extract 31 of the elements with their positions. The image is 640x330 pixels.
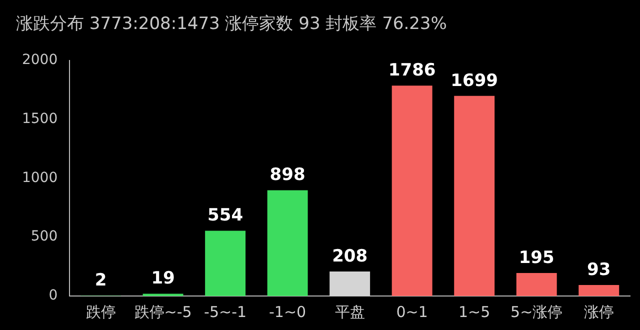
data-label: 19 (151, 268, 175, 289)
x-tick-label: 5~涨停 (510, 302, 563, 321)
y-tick-label: 1500 (22, 110, 58, 127)
y-tick-label: 500 (30, 228, 58, 245)
x-tick-label: 1~5 (458, 302, 490, 321)
x-tick-label: -5~-1 (204, 302, 247, 321)
y-tick-label: 2000 (22, 52, 58, 68)
bar (205, 230, 246, 296)
bar (454, 96, 495, 296)
y-tick-label: 0 (48, 288, 58, 304)
data-label: 1786 (388, 60, 436, 81)
bar (578, 285, 620, 296)
x-tick-label: 0~1 (396, 302, 428, 321)
data-label: 93 (587, 260, 611, 280)
x-tick-label: 跌停 (86, 302, 116, 321)
x-tick-label: -1~0 (269, 302, 306, 321)
bar (330, 272, 370, 296)
x-tick-label: 跌停~-5 (134, 302, 192, 321)
data-label: 208 (332, 246, 368, 266)
bar (392, 86, 432, 296)
bar (267, 190, 308, 296)
x-tick-label: 平盘 (334, 302, 365, 321)
data-label: 2 (94, 270, 107, 291)
bar (516, 273, 557, 296)
data-label: 554 (208, 206, 244, 226)
chart-title: 涨跌分布 3773:208:1473 涨停家数 93 封板率 76.23% (16, 13, 447, 35)
y-tick-label: 1000 (22, 170, 58, 186)
x-tick-label: 涨停 (584, 302, 614, 321)
data-label: 898 (270, 165, 306, 186)
data-label: 195 (518, 248, 554, 268)
data-label: 1699 (450, 70, 498, 91)
